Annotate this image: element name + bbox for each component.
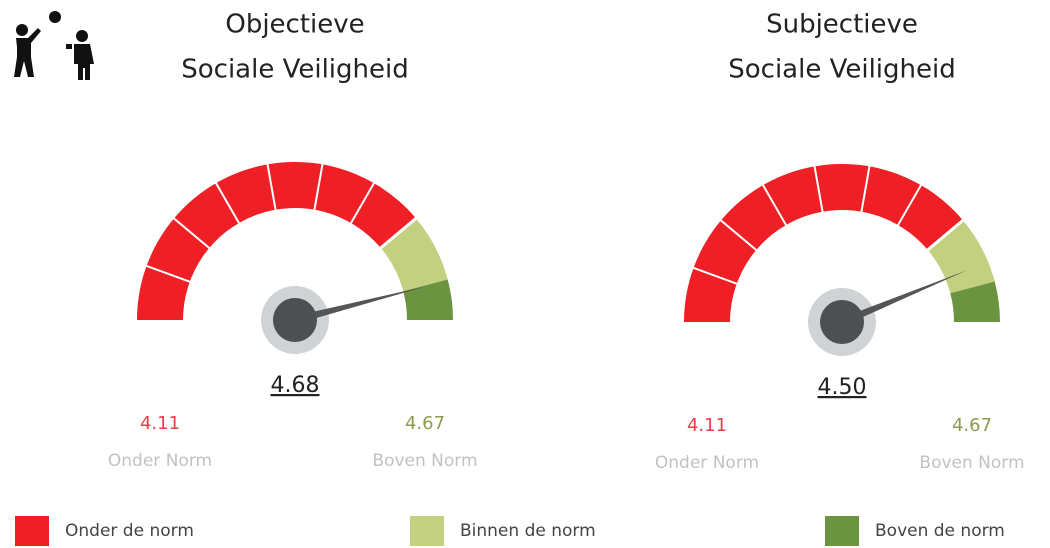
threshold-value: 4.67: [952, 415, 992, 436]
threshold-label: Onder Norm: [108, 451, 212, 471]
segment-gap: [860, 165, 871, 213]
needle: [840, 270, 967, 326]
band-below: [684, 164, 963, 322]
threshold-value: 4.67: [405, 413, 445, 434]
band-below: [137, 161, 416, 320]
segment-gap: [813, 165, 824, 213]
legend-label: Boven de norm: [875, 521, 1005, 541]
gauge-title: Objectieve: [225, 10, 364, 40]
band-within: [380, 218, 448, 292]
threshold-label: Onder Norm: [655, 453, 759, 473]
hub: [820, 300, 864, 344]
gauge-title: Sociale Veiligheid: [181, 55, 409, 85]
segment-gap: [145, 264, 192, 283]
legend-swatch: [825, 516, 859, 546]
legend-label: Onder de norm: [65, 521, 194, 541]
legend-swatch: [15, 516, 49, 546]
gauge-title: Subjectieve: [766, 10, 918, 40]
gauge-title: Sociale Veiligheid: [728, 55, 956, 85]
threshold-value: 4.11: [140, 413, 180, 434]
gauge-value: 4.68: [271, 373, 320, 398]
band-above: [403, 279, 454, 320]
band-within: [927, 220, 995, 294]
icon: [14, 11, 94, 80]
band-above: [950, 281, 1000, 322]
segment-gap: [692, 266, 739, 285]
segment-gap: [214, 181, 241, 225]
threshold-label: Boven Norm: [372, 451, 477, 471]
needle: [294, 286, 426, 324]
threshold-value: 4.11: [687, 415, 727, 436]
hub: [273, 298, 317, 342]
legend-label: Binnen de norm: [460, 521, 596, 541]
segment-gap: [719, 219, 758, 252]
segment-gap: [761, 183, 788, 227]
legend-swatch: [410, 516, 444, 546]
gauge-value: 4.50: [818, 375, 867, 400]
segment-gap: [266, 163, 277, 211]
band-gap: [926, 218, 965, 252]
segment-gap: [172, 217, 211, 250]
band-gap: [379, 216, 418, 250]
segment-gap: [313, 163, 324, 211]
threshold-label: Boven Norm: [919, 453, 1024, 473]
segment-gap: [896, 183, 923, 227]
segment-gap: [349, 181, 376, 225]
